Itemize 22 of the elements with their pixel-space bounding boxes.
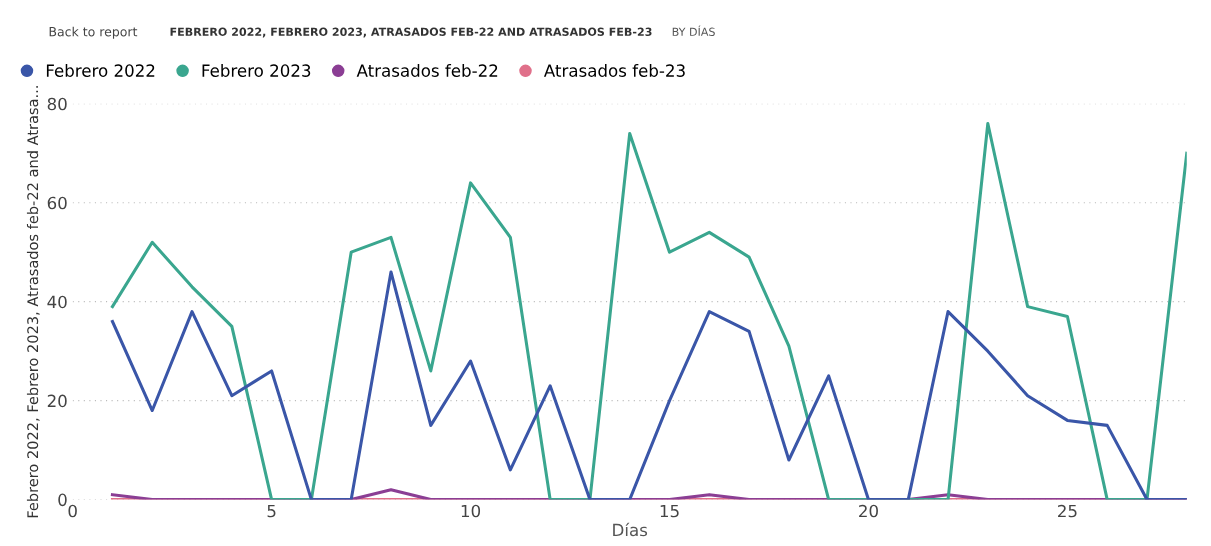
y-tick-label: 40 [47,295,67,309]
legend-label: Febrero 2022 [46,64,155,77]
x-tick-label: 5 [267,504,276,518]
line-series [110,122,1187,500]
y-tick-label: 60 [47,196,67,210]
x-tick-label: 10 [461,504,481,518]
chart-subtitle: BY DÍAS [672,25,715,36]
y-tick-label: 20 [47,394,67,408]
x-axis-title: Días [613,522,648,537]
legend-label: Atrasados feb-22 [356,64,498,77]
legend-label: Febrero 2023 [202,64,311,77]
text: Back to report [49,26,138,39]
legend-label: Atrasados feb-23 [543,64,685,77]
x-tick-label: 0 [68,504,77,518]
line-series [110,270,1187,500]
x-tick-label: 15 [660,504,679,518]
x-tick-label: 20 [859,504,878,518]
y-tick-label: 80 [47,97,67,111]
y-tick-label: 0 [58,493,67,507]
chart-title: FEBRERO 2022, FEBRERO 2023, ATRASADOS FEB-22 AND ATRASADOS FEB-23 [170,27,652,38]
x-tick-label: 25 [1058,504,1077,518]
y-axis-title: Febrero 2022, Febrero 2023, Atrasados feb-22 and Atrasa... [26,86,40,518]
